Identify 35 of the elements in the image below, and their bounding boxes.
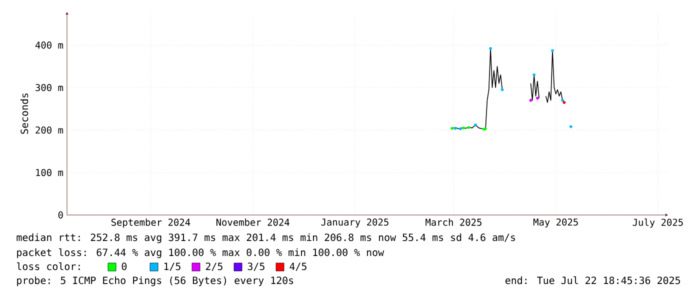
point <box>532 73 536 76</box>
point <box>474 123 477 126</box>
x-tick-label: January 2025 <box>321 218 388 228</box>
point <box>569 125 572 128</box>
y-axis-title: Seconds <box>20 93 28 134</box>
text: median rtt: 252.8 ms avg 391.7 ms max 201.4 ms min 206.8 ms now 55.4 ms sd 4.6 am/s <box>16 233 516 244</box>
point <box>458 127 462 130</box>
y-tick-label: 300 m <box>36 84 64 92</box>
legend-label: 0 <box>122 262 127 270</box>
point <box>536 96 539 100</box>
x-tick-label: September 2024 <box>111 218 190 228</box>
legend-label: 1/5 <box>164 262 180 271</box>
point <box>529 98 532 102</box>
y-tick-label: 100 m <box>36 168 64 176</box>
y-tick-label: 200 m <box>36 126 64 134</box>
legend-title: loss color: <box>16 262 80 270</box>
y-tick-label: 0 <box>58 211 63 219</box>
legend-label: 3/5 <box>248 262 264 271</box>
text: probe: 5 ICMP Echo Pings (56 Bytes) every 120s <box>17 276 294 286</box>
point <box>489 47 492 50</box>
x-tick-label: March 2025 <box>426 218 482 226</box>
x-tick-label: May 2025 <box>533 218 578 228</box>
point <box>500 88 504 92</box>
point <box>551 49 554 52</box>
point <box>454 126 457 130</box>
legend-label: 4/5 <box>290 262 306 271</box>
x-tick-label: July 2025 <box>632 218 683 228</box>
y-tick-label: 400 m <box>35 42 64 49</box>
point <box>462 126 466 130</box>
text: end: Tue Jul 22 18:45:36 2025 <box>505 276 680 284</box>
x-tick-label: November 2024 <box>216 218 290 226</box>
point <box>450 126 454 130</box>
point <box>467 126 470 130</box>
text: packet loss: 67.44 % avg 100.00 % max 0.00 % min 100.00 % now <box>17 248 384 258</box>
legend-label: 2/5 <box>206 262 222 271</box>
